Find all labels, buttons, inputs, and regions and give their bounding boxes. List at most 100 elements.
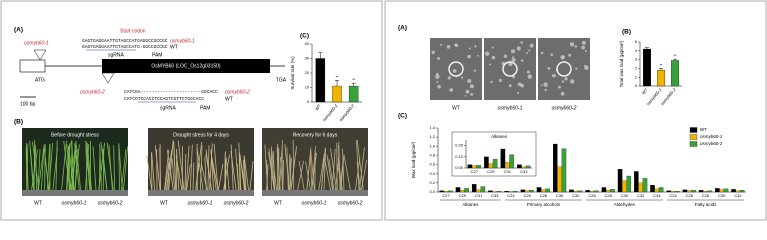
plant-leaf <box>225 157 230 195</box>
plant-leaf <box>200 162 209 195</box>
wax-crystal <box>516 46 521 51</box>
wax-crystal <box>544 88 547 92</box>
bar <box>719 189 724 193</box>
y-tick-label: 0 <box>635 83 638 88</box>
wax-crystal <box>467 78 472 84</box>
bar <box>657 70 666 87</box>
plant-leaf <box>25 147 28 195</box>
bar <box>529 190 534 193</box>
x-tick-label: C32 <box>637 193 645 198</box>
insertion-mark <box>33 49 47 61</box>
y-tick-label: 0 <box>307 99 310 104</box>
plant-leaf <box>163 149 170 195</box>
x-tick-label: C31 <box>475 193 483 198</box>
bar <box>467 164 473 169</box>
plant-leaf <box>290 147 297 195</box>
wax-crystal <box>467 54 471 59</box>
photo-label: WT <box>274 200 282 206</box>
wax-crystal <box>498 78 503 83</box>
plant-leaf <box>196 147 205 195</box>
plant-leaf <box>44 144 46 195</box>
bar <box>541 189 546 193</box>
x-tick-label: C27 <box>471 169 479 174</box>
sequence: CATCGTCCACCTCCAGTCGTTCTGGCACC <box>124 96 204 102</box>
image-label: WT <box>452 105 460 111</box>
plant-leaf <box>106 142 115 195</box>
plant-leaf <box>230 150 238 195</box>
bar <box>573 190 579 193</box>
y-tick-label: 0.00 <box>455 165 464 170</box>
bar <box>682 189 688 193</box>
bar <box>594 190 599 193</box>
plant-leaf <box>159 147 162 195</box>
wax-crystal <box>508 84 512 88</box>
bar <box>521 166 527 169</box>
plant-leaf <box>306 149 312 195</box>
bar <box>569 189 574 193</box>
y-tick-label: 1.0 <box>429 143 435 148</box>
plant-leaf <box>189 144 193 195</box>
plant-leaf <box>264 144 269 195</box>
plant-leaf <box>205 153 213 195</box>
plant-leaf <box>328 159 336 195</box>
bar <box>703 190 708 193</box>
y-tick-label: 0.10 <box>455 154 464 159</box>
wax-crystal <box>512 56 515 59</box>
bar <box>654 188 660 193</box>
plant-leaf <box>320 147 326 195</box>
wax-crystal <box>469 84 474 89</box>
legend-label: WT <box>700 127 707 132</box>
wax-crystal <box>550 53 554 57</box>
plant-leaf <box>173 143 177 195</box>
plant-leaf <box>71 140 75 195</box>
bar <box>670 190 676 193</box>
bar <box>589 190 595 193</box>
plant-leaf <box>185 145 190 195</box>
plant-leaf <box>272 151 276 195</box>
bar <box>332 85 342 103</box>
plant-leaf <box>185 164 191 195</box>
mutant-label: osmyb60-2 <box>80 89 105 95</box>
plant-photos: Before drought stress WT osmyb60-1 osmyb60-… <box>22 128 368 206</box>
plant-leaf <box>92 146 97 195</box>
x-tick-label: C27 <box>442 193 450 198</box>
plant-leaf <box>356 140 365 195</box>
plant-leaf <box>239 154 246 195</box>
x-tick-label: C24 <box>669 193 677 198</box>
plant-leaf <box>208 143 213 195</box>
x-tick-label: WT <box>641 87 649 96</box>
wax-crystal <box>543 82 548 87</box>
sequence-name: WT <box>170 44 178 50</box>
wax-crystal <box>569 42 575 47</box>
plant-leaf <box>296 160 305 195</box>
plant-leaf <box>207 145 210 195</box>
plant-leaf <box>164 158 170 195</box>
bar <box>552 143 558 193</box>
plant-leaf <box>70 149 77 195</box>
bar <box>617 169 623 193</box>
plant-leaf <box>309 151 313 195</box>
stoma <box>556 61 572 77</box>
plant-leaf <box>310 150 316 195</box>
plant-leaf <box>40 147 45 195</box>
bar <box>666 190 671 193</box>
plant-leaf <box>167 140 174 195</box>
plant-leaf <box>177 140 185 195</box>
photo-caption: Before drought stress <box>51 132 99 138</box>
sequence-name: WT <box>225 96 233 102</box>
photo-label: osmyb60-1 <box>302 200 327 206</box>
wax-crystal <box>517 82 522 87</box>
x-tick-label: C32 <box>734 193 742 198</box>
wax-crystal <box>575 67 578 70</box>
bar <box>707 190 713 193</box>
bar <box>601 187 607 193</box>
panel-label: (C) <box>398 113 407 120</box>
bar <box>488 163 494 169</box>
plant-leaf <box>235 148 240 195</box>
wax-crystal <box>491 55 496 60</box>
photo-caption: Drought stress for 4 days <box>173 132 229 138</box>
plant-leaf <box>342 148 345 195</box>
bar <box>735 190 741 193</box>
annotation: TGA <box>276 77 287 83</box>
bar <box>509 154 514 169</box>
